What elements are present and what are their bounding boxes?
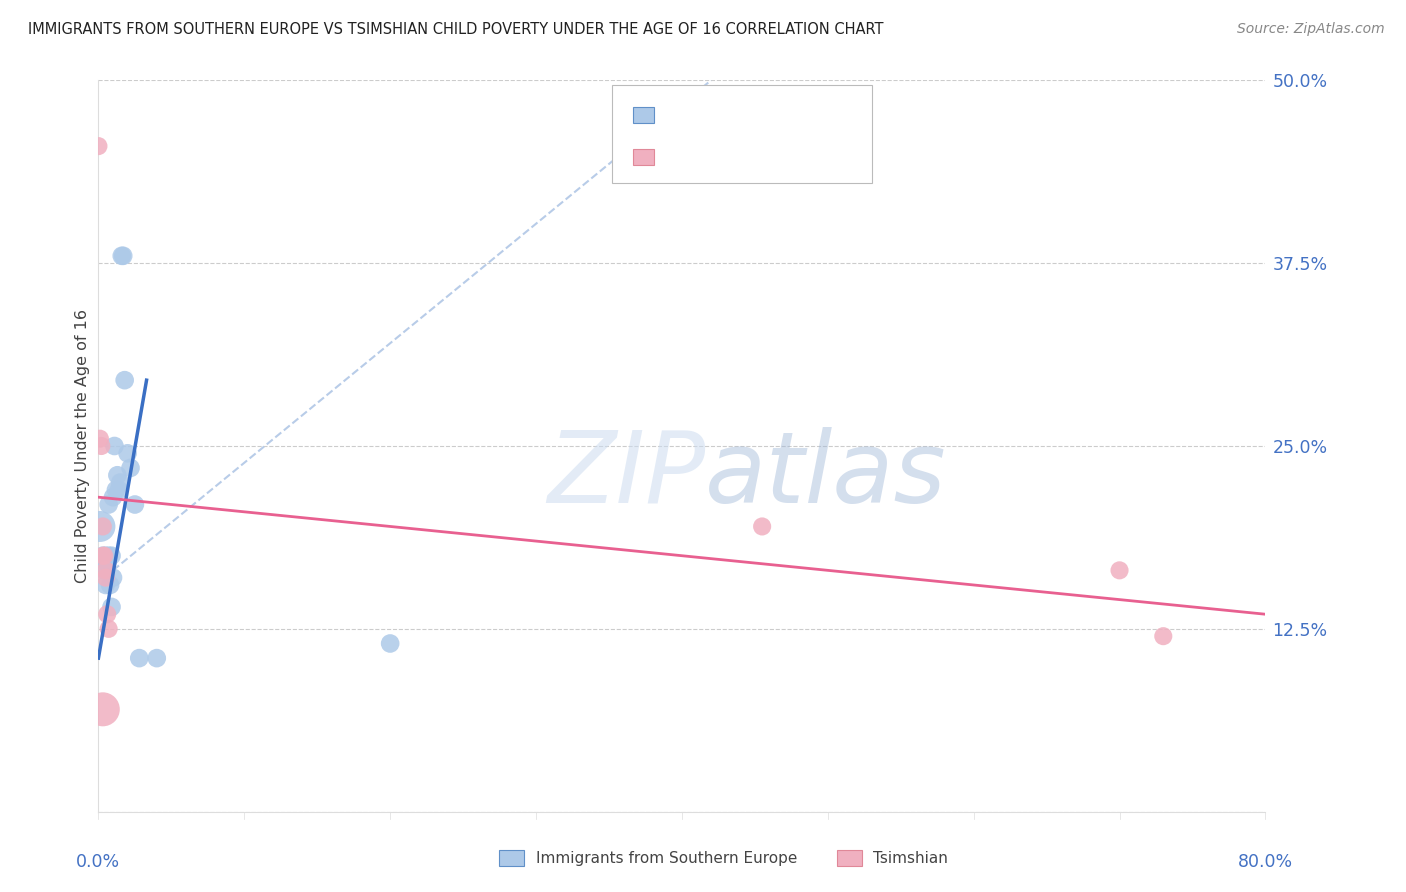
Point — [97, 549, 120, 563]
Point — [97, 498, 120, 512]
Point — [751, 519, 773, 533]
Point — [90, 439, 112, 453]
Point — [93, 549, 115, 563]
Point — [103, 439, 125, 453]
Point — [91, 549, 114, 563]
Point — [97, 622, 120, 636]
Point — [94, 563, 117, 577]
Point — [91, 702, 114, 716]
Point — [94, 549, 117, 563]
Text: 80.0%: 80.0% — [1237, 853, 1294, 871]
Point — [94, 571, 117, 585]
Text: 14: 14 — [790, 150, 811, 164]
Text: 0.0%: 0.0% — [76, 853, 121, 871]
Text: Immigrants from Southern Europe: Immigrants from Southern Europe — [536, 851, 797, 865]
Point — [100, 599, 122, 614]
Point — [91, 549, 114, 563]
Text: R =: R = — [661, 108, 689, 122]
Point — [124, 498, 146, 512]
Point — [114, 373, 136, 387]
Text: 0.508: 0.508 — [696, 108, 744, 122]
Point — [110, 475, 132, 490]
Point — [378, 636, 402, 650]
Point — [93, 563, 115, 577]
Point — [94, 578, 117, 592]
Point — [89, 519, 111, 533]
Text: Tsimshian: Tsimshian — [873, 851, 948, 865]
Point — [117, 446, 139, 460]
Point — [120, 461, 142, 475]
Y-axis label: Child Poverty Under the Age of 16: Child Poverty Under the Age of 16 — [75, 309, 90, 583]
Point — [111, 249, 134, 263]
Point — [101, 490, 124, 504]
Point — [1152, 629, 1174, 643]
Text: IMMIGRANTS FROM SOUTHERN EUROPE VS TSIMSHIAN CHILD POVERTY UNDER THE AGE OF 16 C: IMMIGRANTS FROM SOUTHERN EUROPE VS TSIMS… — [28, 22, 883, 37]
Point — [89, 432, 111, 446]
Point — [104, 483, 127, 497]
Text: -0.207: -0.207 — [682, 150, 737, 164]
Point — [87, 139, 110, 153]
Text: R =: R = — [661, 150, 689, 164]
Point — [91, 519, 114, 533]
Point — [105, 468, 128, 483]
Text: ZIP: ZIP — [547, 426, 706, 524]
Text: Source: ZipAtlas.com: Source: ZipAtlas.com — [1237, 22, 1385, 37]
Point — [146, 651, 169, 665]
Point — [96, 607, 118, 622]
Text: N =: N = — [759, 150, 789, 164]
Point — [1108, 563, 1130, 577]
Point — [98, 578, 121, 592]
Text: atlas: atlas — [706, 426, 946, 524]
Point — [108, 483, 131, 497]
Point — [101, 571, 124, 585]
Point — [96, 556, 118, 570]
Point — [128, 651, 150, 665]
Point — [100, 549, 122, 563]
Text: N =: N = — [759, 108, 789, 122]
Text: 27: 27 — [790, 108, 811, 122]
Point — [112, 249, 135, 263]
